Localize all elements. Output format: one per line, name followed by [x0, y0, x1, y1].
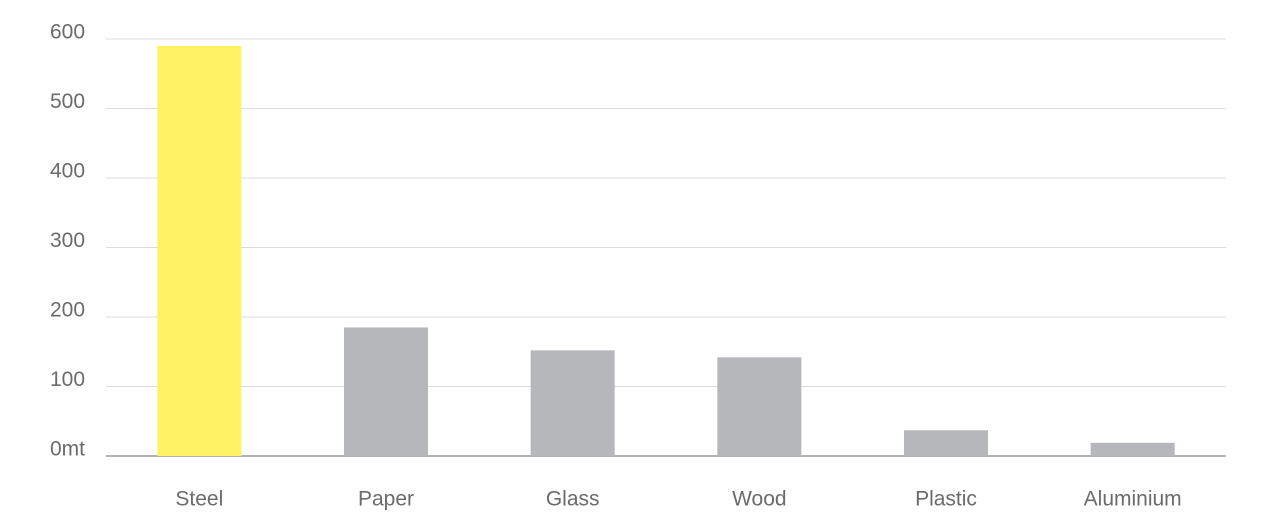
bar — [904, 430, 988, 456]
y-tick-label: 600 — [50, 21, 85, 44]
y-tick-label: 500 — [50, 90, 85, 113]
y-tick-label: 200 — [50, 299, 85, 322]
bar — [530, 350, 615, 456]
x-tick-label: Glass — [546, 488, 600, 511]
x-tick-label: Aluminium — [1084, 488, 1182, 511]
x-tick-label: Paper — [358, 488, 414, 511]
bar — [1090, 442, 1175, 456]
y-tick-label: 400 — [50, 160, 85, 183]
bar — [717, 357, 802, 456]
y-tick-label: 100 — [50, 368, 85, 391]
bar — [344, 327, 428, 456]
x-tick-label: Wood — [732, 488, 786, 511]
x-tick-label: Plastic — [915, 488, 977, 511]
y-tick-label: 0mt — [50, 438, 85, 461]
bar — [157, 45, 242, 456]
y-tick-label: 300 — [50, 229, 85, 252]
x-tick-label: Steel — [175, 488, 223, 511]
